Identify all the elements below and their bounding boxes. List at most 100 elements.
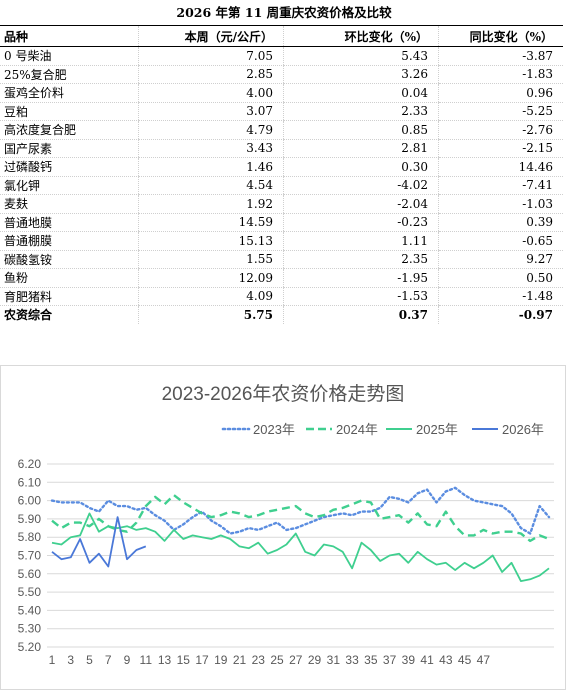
value-cell: 4.79 xyxy=(138,120,284,140)
x-tick-label: 1 xyxy=(49,653,56,667)
x-tick-label: 33 xyxy=(345,653,359,667)
x-tick-label: 19 xyxy=(214,653,228,667)
x-tick-label: 45 xyxy=(458,653,472,667)
x-tick-label: 23 xyxy=(252,653,266,667)
series-line-2026年 xyxy=(51,516,147,568)
value-cell: -1.83 xyxy=(438,65,563,84)
item-name-cell: 鱼粉 xyxy=(0,268,139,288)
value-cell: 1.55 xyxy=(138,250,284,269)
x-tick-label: 7 xyxy=(105,653,112,667)
table-row: 国产尿素 3.43 2.81 -2.15 xyxy=(0,139,563,158)
table-title: 2026 年第 11 周重庆农资价格及比较 xyxy=(176,5,392,20)
table-row: 氯化钾 4.54 -4.02 -7.41 xyxy=(0,176,563,195)
item-name-cell: 农资综合 xyxy=(4,308,53,323)
series-line-2023年 xyxy=(50,486,551,535)
value-cell: -2.04 xyxy=(283,194,439,214)
y-tick-label: 5.60 xyxy=(18,567,42,581)
value-cell: -0.97 xyxy=(438,305,563,324)
x-tick-label: 37 xyxy=(383,653,397,667)
y-tick-label: 5.40 xyxy=(18,603,42,617)
value-cell: -1.53 xyxy=(283,287,439,306)
y-tick-label: 5.50 xyxy=(18,585,42,599)
item-name-cell: 氯化钾 xyxy=(0,176,139,195)
x-tick-label: 35 xyxy=(364,653,378,667)
value-cell: -1.95 xyxy=(283,268,439,288)
value-cell: 14.59 xyxy=(138,213,284,232)
value-cell: 0.85 xyxy=(283,120,439,140)
table-row: 普通棚膜 15.13 1.11 -0.65 xyxy=(0,231,563,251)
value-cell: 3.26 xyxy=(283,65,439,84)
value-cell: 5.75 xyxy=(138,305,284,324)
table-row: 碳酸氢铵 1.55 2.35 9.27 xyxy=(0,250,563,269)
value-cell: 4.54 xyxy=(138,176,284,195)
item-name-cell: 高浓度复合肥 xyxy=(0,120,139,140)
legend-label: 2025年 xyxy=(416,422,458,437)
x-tick-label: 9 xyxy=(124,653,131,667)
value-cell: -4.02 xyxy=(283,176,439,195)
item-name-cell: 蛋鸡全价料 xyxy=(0,83,139,103)
x-tick-label: 47 xyxy=(477,653,491,667)
header-cell: 同比变化（%） xyxy=(438,25,563,47)
value-cell: 2.85 xyxy=(138,65,284,84)
value-cell: 9.27 xyxy=(438,250,563,269)
price-table: 品种 本周（元/公斤） 环比变化（%） 同比变化（%） 0 号柴油 7.05 5.4… xyxy=(0,25,563,324)
value-cell: 4.09 xyxy=(138,287,284,306)
value-cell: 14.46 xyxy=(438,157,563,177)
value-cell: 0.39 xyxy=(438,213,563,232)
value-cell: -5.25 xyxy=(438,102,563,121)
value-cell: 0.37 xyxy=(283,305,439,324)
table-row: 鱼粉 12.09 -1.95 0.50 xyxy=(0,268,563,288)
legend-label: 2023年 xyxy=(253,422,295,437)
x-tick-label: 29 xyxy=(308,653,322,667)
table-row: 高浓度复合肥 4.79 0.85 -2.76 xyxy=(0,120,563,140)
value-cell: 1.92 xyxy=(138,194,284,214)
chart-title: 2023-2026年农资价格走势图 xyxy=(162,383,405,405)
y-tick-label: 6.20 xyxy=(18,457,42,471)
value-cell: 7.05 xyxy=(138,46,284,66)
legend-label: 2026年 xyxy=(502,422,544,437)
x-tick-label: 27 xyxy=(289,653,303,667)
header-cell: 环比变化（%） xyxy=(283,25,439,47)
trend-chart: 2023-2026年农资价格走势图 2023年 2024年 2025年 2026年 5… xyxy=(18,383,554,667)
value-cell: -7.41 xyxy=(438,176,563,195)
value-cell: 0.50 xyxy=(438,268,563,288)
item-name-cell: 普通地膜 xyxy=(0,213,139,232)
value-cell: 3.43 xyxy=(138,139,284,158)
value-cell: 3.07 xyxy=(138,102,284,121)
table-total-row: 农资综合 5.75 0.37 -0.97 xyxy=(0,305,563,324)
value-cell: -0.23 xyxy=(283,213,439,232)
value-cell: -1.03 xyxy=(438,194,563,214)
item-name-cell: 豆粕 xyxy=(0,102,139,121)
x-tick-label: 43 xyxy=(439,653,453,667)
value-cell: 2.81 xyxy=(283,139,439,158)
value-cell: 2.35 xyxy=(283,250,439,269)
table-row: 麦麸 1.92 -2.04 -1.03 xyxy=(0,194,563,214)
y-tick-label: 5.20 xyxy=(18,640,42,654)
value-cell: -2.15 xyxy=(438,139,563,158)
table-row: 0 号柴油 7.05 5.43 -3.87 xyxy=(0,46,563,66)
y-tick-label: 6.00 xyxy=(18,494,42,508)
legend-label: 2024年 xyxy=(336,422,378,437)
table-row: 普通地膜 14.59 -0.23 0.39 xyxy=(0,213,563,232)
x-tick-label: 17 xyxy=(195,653,209,667)
value-cell: -2.76 xyxy=(438,120,563,140)
table-row: 育肥猪料 4.09 -1.53 -1.48 xyxy=(0,287,563,306)
y-tick-label: 5.90 xyxy=(18,512,42,526)
x-tick-label: 3 xyxy=(67,653,74,667)
value-cell: -0.65 xyxy=(438,231,563,251)
value-cell: 0.04 xyxy=(283,83,439,103)
item-name-cell: 0 号柴油 xyxy=(0,46,139,66)
item-name-cell: 国产尿素 xyxy=(0,139,139,158)
x-tick-label: 25 xyxy=(270,653,284,667)
value-cell: 1.11 xyxy=(283,231,439,251)
item-name-cell: 25%复合肥 xyxy=(0,65,139,84)
series-line-2024年 xyxy=(51,493,550,543)
value-cell: 0.30 xyxy=(283,157,439,177)
table-header-row: 品种 本周（元/公斤） 环比变化（%） 同比变化（%） xyxy=(0,25,563,47)
x-tick-label: 39 xyxy=(402,653,416,667)
x-tick-label: 15 xyxy=(177,653,191,667)
item-name-cell: 过磷酸钙 xyxy=(0,157,139,177)
header-cell: 本周（元/公斤） xyxy=(138,25,284,47)
x-tick-label: 31 xyxy=(327,653,341,667)
x-tick-label: 5 xyxy=(86,653,93,667)
